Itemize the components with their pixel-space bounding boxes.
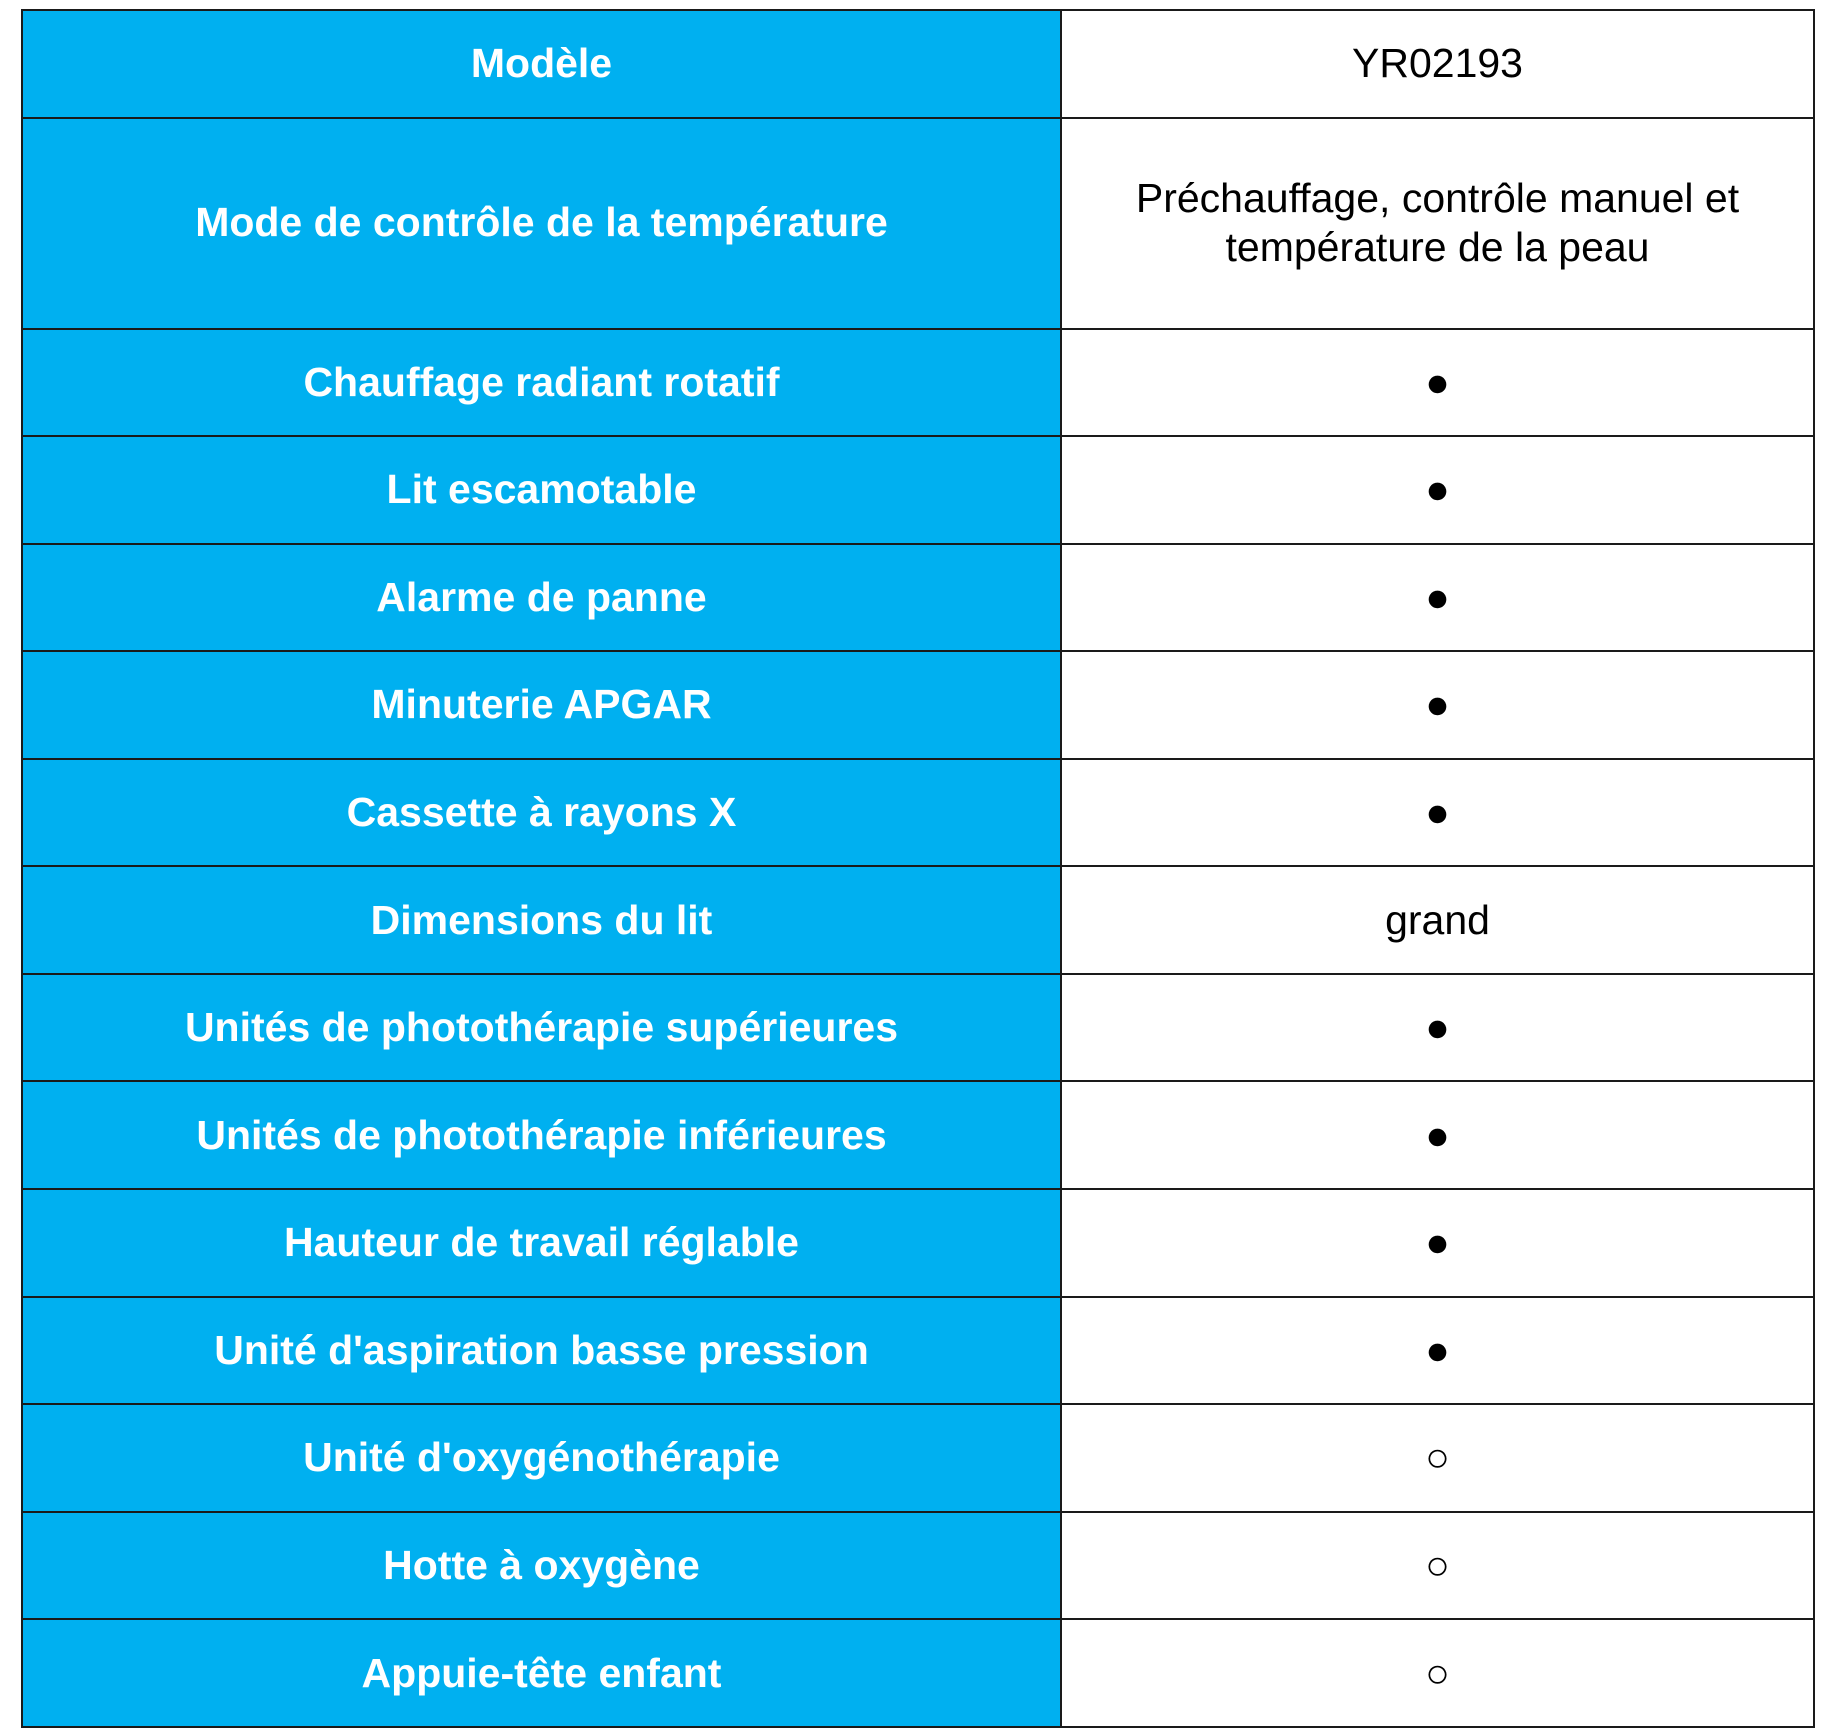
table-row: Modèle YR02193 <box>21 9 1815 119</box>
table-row: Chauffage radiant rotatif ● <box>21 327 1815 438</box>
table-row: Dimensions du lit grand <box>21 865 1815 975</box>
feature-value: ● <box>1060 435 1815 545</box>
table-row: Unités de photothérapie inférieures ● <box>21 1080 1815 1190</box>
feature-value: ○ <box>1060 1510 1815 1621</box>
feature-value: ● <box>1060 327 1815 438</box>
spec-table: Modèle YR02193 Mode de contrôle de la temp… <box>21 9 1815 1728</box>
feature-name: Unité d'oxygénothérapie <box>21 1403 1062 1513</box>
feature-name: Chauffage radiant rotatif <box>21 327 1062 438</box>
feature-value: ● <box>1060 757 1815 868</box>
feature-name: Hauteur de travail réglable <box>21 1188 1062 1298</box>
feature-name: Appuie-tête enfant <box>21 1618 1062 1728</box>
table-row: Unité d'aspiration basse pression ● <box>21 1295 1815 1406</box>
feature-value: ● <box>1060 650 1815 760</box>
feature-value: ● <box>1060 1188 1815 1298</box>
feature-value: Préchauffage, contrôle manuel et tempéra… <box>1060 116 1815 330</box>
table-row: Unités de photothérapie supérieures ● <box>21 972 1815 1083</box>
feature-value: ● <box>1060 1295 1815 1406</box>
feature-name: Minuterie APGAR <box>21 650 1062 760</box>
table-row: Cassette à rayons X ● <box>21 757 1815 868</box>
feature-name: Cassette à rayons X <box>21 757 1062 868</box>
table-row: Mode de contrôle de la température Précha… <box>21 116 1815 330</box>
feature-value: ● <box>1060 1080 1815 1190</box>
feature-name: Dimensions du lit <box>21 865 1062 975</box>
feature-name: Unités de photothérapie inférieures <box>21 1080 1062 1190</box>
feature-name: Modèle <box>21 9 1062 119</box>
feature-name: Hotte à oxygène <box>21 1510 1062 1621</box>
feature-name: Alarme de panne <box>21 542 1062 653</box>
table-row: Alarme de panne ● <box>21 542 1815 653</box>
feature-value: ○ <box>1060 1403 1815 1513</box>
feature-name: Lit escamotable <box>21 435 1062 545</box>
feature-value: YR02193 <box>1060 9 1815 119</box>
feature-value: ○ <box>1060 1618 1815 1728</box>
feature-name: Unités de photothérapie supérieures <box>21 972 1062 1083</box>
feature-value: grand <box>1060 865 1815 975</box>
feature-value: ● <box>1060 972 1815 1083</box>
table-row: Hotte à oxygène ○ <box>21 1510 1815 1621</box>
table-row: Hauteur de travail réglable ● <box>21 1188 1815 1298</box>
table-row: Minuterie APGAR ● <box>21 650 1815 760</box>
table-row: Unité d'oxygénothérapie ○ <box>21 1403 1815 1513</box>
feature-name: Unité d'aspiration basse pression <box>21 1295 1062 1406</box>
table-row: Appuie-tête enfant ○ <box>21 1618 1815 1728</box>
feature-name: Mode de contrôle de la température <box>21 116 1062 330</box>
table-row: Lit escamotable ● <box>21 435 1815 545</box>
feature-value: ● <box>1060 542 1815 653</box>
